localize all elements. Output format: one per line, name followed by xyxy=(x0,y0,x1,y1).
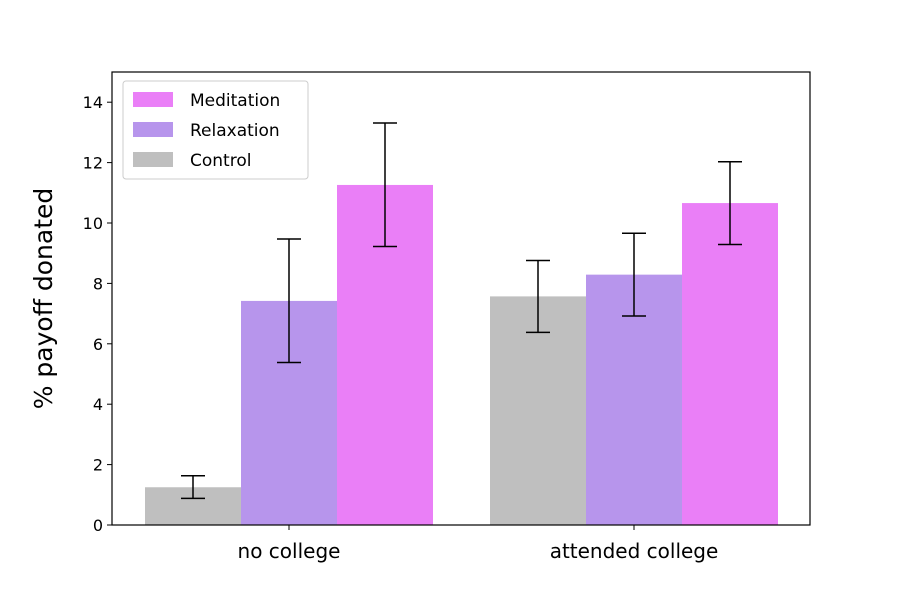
legend-label: Meditation xyxy=(190,91,280,111)
y-tick-label: 2 xyxy=(93,456,103,475)
legend-label: Relaxation xyxy=(190,121,280,141)
y-axis-title: % payoff donated xyxy=(29,188,58,410)
error-bar-meditation-no-college xyxy=(373,122,397,248)
error-bar-relaxation-attended-college xyxy=(622,232,646,317)
y-tick-label: 0 xyxy=(93,516,103,535)
legend-swatch xyxy=(133,122,173,137)
y-axis: 0 2 4 6 8 10 12 14 xyxy=(83,93,112,535)
error-bar-relaxation-no-college xyxy=(277,238,301,364)
y-tick-label: 14 xyxy=(83,93,103,112)
error-bar-control-attended-college xyxy=(526,259,550,334)
legend: Meditation Relaxation Control xyxy=(122,80,309,180)
x-axis: no college attended college xyxy=(238,525,719,563)
plot-frame xyxy=(111,71,811,526)
error-bar-meditation-attended-college xyxy=(718,160,742,246)
y-tick-label: 12 xyxy=(83,154,103,173)
bar-meditation-attended-college xyxy=(682,203,778,525)
bars-layer xyxy=(145,184,778,525)
error-bars-layer xyxy=(181,122,742,500)
error-bar-control-no-college xyxy=(181,475,205,500)
legend-item-meditation: Meditation xyxy=(133,91,280,111)
bar-control-attended-college xyxy=(490,296,586,525)
legend-swatch xyxy=(133,92,173,107)
x-tick-label: attended college xyxy=(550,539,719,563)
y-tick-label: 8 xyxy=(93,274,103,293)
legend-swatch xyxy=(133,152,173,167)
y-tick-label: 4 xyxy=(93,395,103,414)
legend-item-relaxation: Relaxation xyxy=(133,121,280,141)
legend-label: Control xyxy=(190,151,251,171)
y-tick-label: 10 xyxy=(83,214,103,233)
y-tick-label: 6 xyxy=(93,335,103,354)
x-tick-label: no college xyxy=(238,539,341,563)
legend-item-control: Control xyxy=(133,151,251,171)
